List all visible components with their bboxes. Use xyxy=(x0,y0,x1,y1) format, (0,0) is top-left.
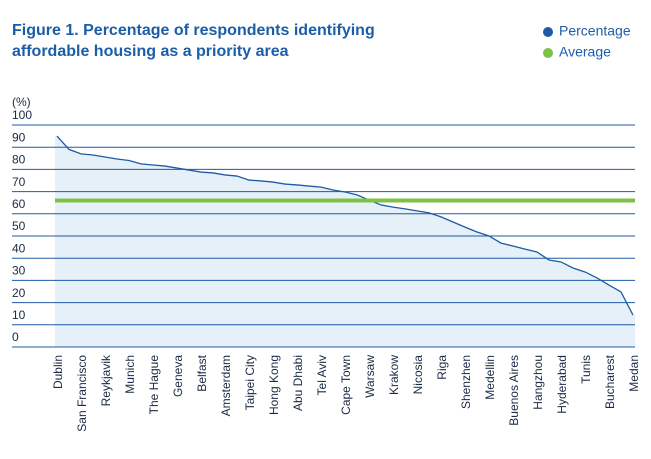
x-tick-label: Taipei City xyxy=(243,355,257,410)
area xyxy=(55,136,635,347)
y-tick-label: 30 xyxy=(12,264,26,278)
x-tick-label: Tunis xyxy=(579,355,593,384)
x-tick-label: Nicosia xyxy=(411,355,425,395)
chart-title: Figure 1. Percentage of respondents iden… xyxy=(12,22,375,60)
x-tick-label: Hangzhou xyxy=(531,355,545,410)
y-tick-label: 10 xyxy=(12,308,26,322)
legend-label: Average xyxy=(559,44,611,60)
y-tick-label: 40 xyxy=(12,241,26,255)
legend-marker xyxy=(543,27,553,37)
y-tick-label: 90 xyxy=(12,130,26,144)
x-tick-label: Amsterdam xyxy=(219,355,233,416)
x-tick-label: Cape Town xyxy=(339,355,353,415)
x-tick-label: Buenos Aires xyxy=(507,355,521,426)
x-tick-label: Krakow xyxy=(387,355,401,395)
y-tick-label: 0 xyxy=(12,330,19,344)
x-tick-label: Hyderabad xyxy=(555,355,569,414)
y-tick-label: 100 xyxy=(12,108,32,122)
x-tick-label: Belfast xyxy=(195,354,209,391)
y-tick-label: 70 xyxy=(12,175,26,189)
x-tick-label: Medan xyxy=(627,355,641,392)
x-tick-label: Tel Aviv xyxy=(315,355,329,395)
x-tick-label: Riga xyxy=(435,355,449,380)
x-tick-label: Dublin xyxy=(51,355,65,389)
x-tick-label: Warsaw xyxy=(363,355,377,398)
y-tick-label: 20 xyxy=(12,286,26,300)
y-axis-label: (%) xyxy=(12,95,31,109)
x-tick-label: Munich xyxy=(123,355,137,394)
x-tick-label: The Hague xyxy=(147,355,161,415)
x-tick-label: San Francisco xyxy=(75,355,89,432)
x-tick-label: Geneva xyxy=(171,355,185,397)
x-tick-label: Shenzhen xyxy=(459,355,473,409)
x-tick-label: Abu Dhabi xyxy=(291,355,305,411)
legend-marker xyxy=(543,48,553,58)
x-tick-label: Medellin xyxy=(483,355,497,400)
y-tick-label: 80 xyxy=(12,153,26,167)
line xyxy=(56,135,634,316)
y-tick-label: 50 xyxy=(12,219,26,233)
x-tick-label: Bucharest xyxy=(603,354,617,409)
x-tick-label: Hong Kong xyxy=(267,355,281,415)
x-tick-label: Reykjavik xyxy=(99,354,113,406)
y-tick-label: 60 xyxy=(12,197,26,211)
legend-label: Percentage xyxy=(559,23,631,39)
